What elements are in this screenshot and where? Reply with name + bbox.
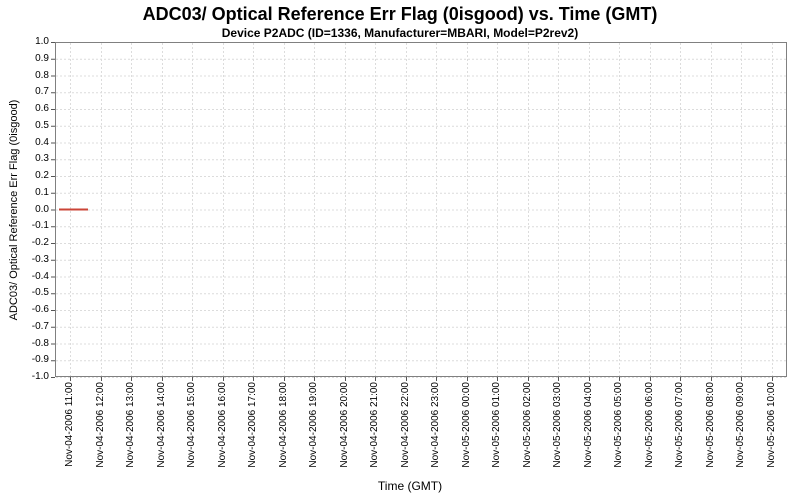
x-tick-label: Nov-04-2006 13:00: [125, 382, 137, 468]
x-tick-label: Nov-05-2006 10:00: [765, 382, 777, 468]
x-tick-label: Nov-04-2006 16:00: [216, 382, 228, 468]
y-tick-label: 0.9: [35, 52, 49, 64]
x-tick-label: Nov-04-2006 18:00: [277, 382, 289, 468]
x-tick-label: Nov-04-2006 22:00: [399, 382, 411, 468]
y-tick-label: -0.3: [31, 253, 49, 265]
y-tick-label: -0.1: [31, 220, 49, 232]
x-tick-label: Nov-05-2006 05:00: [613, 382, 625, 468]
x-tick-label: Nov-05-2006 03:00: [552, 382, 564, 468]
y-tick-label: 0.0: [35, 203, 49, 215]
x-tick-label: Nov-05-2006 02:00: [521, 382, 533, 468]
y-tick-label: 0.5: [35, 119, 49, 131]
y-tick-label: 0.7: [35, 86, 49, 98]
chart-title: ADC03/ Optical Reference Err Flag (0isgo…: [142, 4, 658, 24]
x-tick-label: Nov-05-2006 04:00: [582, 382, 594, 468]
y-tick-label: 1.0: [35, 36, 49, 47]
y-tick-label: 0.2: [35, 170, 49, 181]
y-tick-label: -0.8: [31, 337, 49, 349]
y-tick-label: -0.9: [31, 354, 49, 366]
y-tick-label: 0.8: [35, 69, 49, 81]
y-tick-label: 0.3: [35, 153, 49, 165]
x-tick-label: Nov-04-2006 11:00: [64, 382, 75, 467]
y-tick-label: -1.0: [31, 371, 49, 382]
x-tick-label: Nov-04-2006 23:00: [430, 382, 442, 468]
y-tick-label: 0.1: [35, 186, 49, 198]
x-tick-label: Nov-05-2006 08:00: [704, 382, 716, 468]
y-tick-label: -0.4: [31, 270, 49, 282]
x-tick-label: Nov-04-2006 12:00: [94, 382, 106, 468]
x-tick-label: Nov-04-2006 14:00: [155, 382, 167, 468]
x-tick-label: Nov-04-2006 21:00: [369, 382, 381, 468]
x-tick-label: Nov-05-2006 06:00: [643, 382, 655, 468]
y-tick-label: -0.6: [31, 304, 49, 315]
x-tick-label: Nov-05-2006 07:00: [674, 382, 686, 468]
x-tick-label: Nov-05-2006 00:00: [460, 382, 472, 468]
y-tick-label: -0.5: [31, 287, 49, 299]
chart-subtitle: Device P2ADC (ID=1336, Manufacturer=MBAR…: [221, 26, 579, 40]
x-tick-label: Nov-04-2006 15:00: [186, 382, 198, 468]
y-tick-label: -0.7: [31, 320, 49, 332]
y-tick-label: 0.6: [35, 103, 49, 114]
x-tick-label: Nov-04-2006 19:00: [308, 382, 320, 468]
x-tick-label: Nov-05-2006 01:00: [491, 382, 503, 468]
x-tick-label: Nov-04-2006 20:00: [338, 382, 350, 468]
x-axis-title: Time (GMT): [377, 479, 443, 493]
y-tick-label: -0.2: [31, 237, 49, 248]
x-tick-label: Nov-05-2006 09:00: [735, 382, 747, 468]
y-tick-label: 0.4: [35, 136, 49, 148]
x-tick-label: Nov-04-2006 17:00: [247, 382, 259, 468]
